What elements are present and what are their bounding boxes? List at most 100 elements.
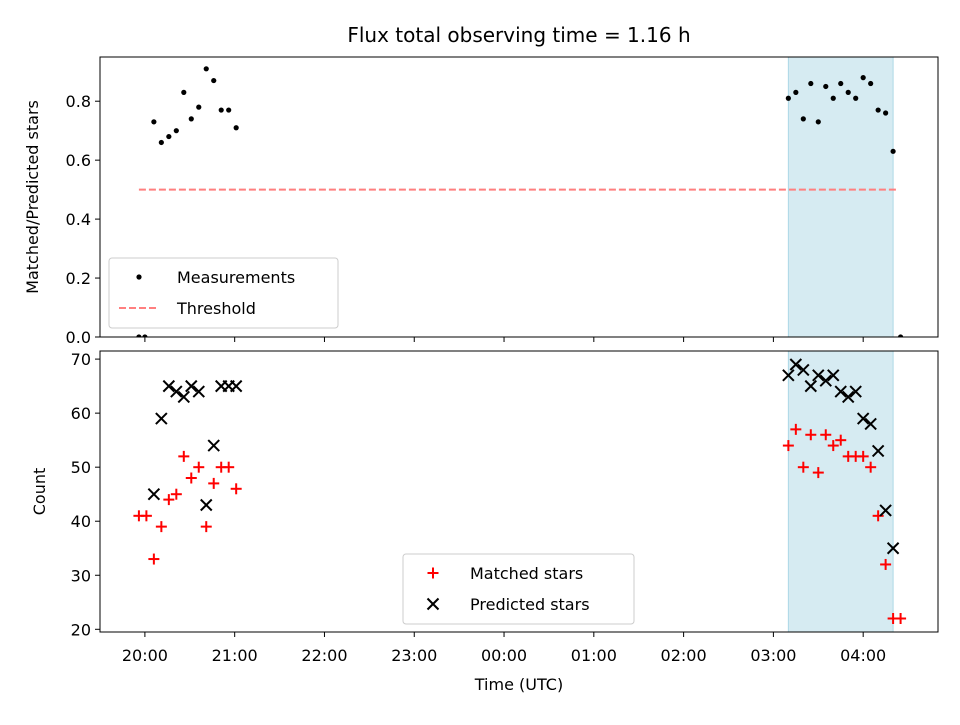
matched-star-point bbox=[230, 483, 242, 495]
y-tick-label: 60 bbox=[71, 404, 91, 423]
measurement-point bbox=[800, 116, 806, 122]
matched-star-point bbox=[827, 440, 839, 452]
measurement-point bbox=[151, 119, 157, 125]
y-axis-label: Matched/Predicted stars bbox=[23, 100, 42, 294]
x-tick-label: 02:00 bbox=[661, 646, 707, 665]
measurement-point bbox=[142, 334, 148, 337]
y-tick-label: 0.8 bbox=[66, 92, 91, 111]
predicted-star-point bbox=[207, 439, 220, 452]
predicted-star-point bbox=[797, 363, 810, 377]
x-axis-label: Time (UTC) bbox=[474, 675, 563, 694]
y-tick-label: 50 bbox=[71, 458, 91, 477]
legend-swatch bbox=[427, 567, 439, 579]
matched-star-point bbox=[872, 510, 884, 522]
measurement-point bbox=[166, 133, 172, 140]
matched-star-point bbox=[895, 612, 907, 624]
top-panel: 0.0 0.2 0.4 0.6 0.8 Matched/Predicted stars Me… bbox=[23, 56, 939, 347]
matched-star-point bbox=[865, 461, 877, 473]
legend-label: Threshold bbox=[176, 299, 256, 318]
measurement-point bbox=[181, 89, 187, 95]
axes-frame bbox=[99, 56, 939, 338]
predicted-star-point bbox=[192, 385, 205, 398]
predicted-star-point bbox=[819, 374, 832, 387]
predicted-star-point bbox=[185, 379, 198, 393]
measurement-point bbox=[815, 119, 821, 125]
predicted-star-point bbox=[229, 379, 243, 393]
measurement-point bbox=[173, 128, 179, 134]
measurement-point bbox=[203, 66, 209, 72]
matched-star-point bbox=[805, 429, 817, 441]
measurement-point bbox=[233, 125, 239, 131]
predicted-star-point bbox=[200, 498, 213, 512]
x-tick-label: 04:00 bbox=[840, 646, 886, 665]
matched-star-point bbox=[163, 494, 175, 506]
predicted-star-point bbox=[170, 385, 183, 398]
predicted-star-point bbox=[842, 390, 855, 404]
axes-frame bbox=[99, 350, 939, 633]
legend-box bbox=[402, 553, 635, 625]
bottom-panel: 20 30 40 50 60 70 20:00 21:00 22:00 23:00 00:00 01:… bbox=[30, 350, 939, 665]
predicted-star-point bbox=[812, 369, 825, 382]
predicted-star-point bbox=[849, 385, 862, 398]
measurement-point bbox=[793, 89, 799, 95]
measurement-point bbox=[785, 95, 791, 101]
legend: Matched stars Predicted stars bbox=[402, 553, 635, 625]
y-tick-label: 30 bbox=[71, 566, 91, 585]
measurement-point bbox=[890, 148, 896, 154]
measurement-point bbox=[868, 80, 874, 87]
measurement-point bbox=[845, 89, 851, 95]
y-tick-label: 0.4 bbox=[66, 210, 91, 229]
predicted-star-point bbox=[155, 412, 168, 425]
predicted-star-point bbox=[871, 444, 885, 458]
matched-star-point bbox=[857, 450, 869, 462]
measurement-point bbox=[897, 334, 904, 337]
matched-star-point bbox=[200, 521, 212, 533]
x-tick-label: 20:00 bbox=[122, 646, 168, 665]
measurement-point bbox=[196, 104, 202, 110]
measurement-point bbox=[218, 107, 224, 113]
predicted-star-point bbox=[804, 379, 818, 393]
measurement-point bbox=[226, 107, 232, 113]
x-tick-label: 00:00 bbox=[481, 646, 527, 665]
measurement-point bbox=[883, 110, 889, 116]
matched-star-point bbox=[140, 510, 152, 522]
predicted-star-point bbox=[162, 379, 176, 393]
predicted-star-point bbox=[856, 412, 870, 425]
matched-star-point bbox=[223, 461, 235, 473]
legend: Measurements Threshold bbox=[108, 257, 339, 329]
measurement-point bbox=[853, 95, 859, 101]
measurement-point bbox=[188, 116, 194, 122]
x-tick-label: 03:00 bbox=[750, 646, 796, 665]
y-tick-label: 0.2 bbox=[66, 269, 91, 288]
predicted-star-point bbox=[782, 369, 795, 382]
matched-star-point bbox=[835, 434, 847, 446]
x-tick-label: 23:00 bbox=[391, 646, 437, 665]
measurement-point bbox=[860, 75, 866, 81]
legend-label: Predicted stars bbox=[470, 595, 590, 614]
plot-area bbox=[136, 66, 904, 337]
legend-swatch bbox=[136, 274, 142, 280]
measurement-point bbox=[830, 95, 836, 101]
matched-star-point bbox=[208, 477, 220, 489]
legend-box bbox=[108, 257, 339, 329]
predicted-star-point bbox=[864, 417, 877, 431]
measurement-point bbox=[136, 334, 142, 337]
legend-swatch bbox=[426, 597, 440, 611]
y-axis-label: Count bbox=[30, 468, 49, 516]
legend-label: Matched stars bbox=[470, 564, 583, 583]
measurement-point bbox=[838, 80, 844, 87]
matched-star-point bbox=[782, 440, 794, 452]
x-tick-label: 01:00 bbox=[571, 646, 617, 665]
matched-star-point bbox=[185, 472, 197, 484]
predicted-star-point bbox=[147, 487, 161, 501]
matched-star-point bbox=[812, 467, 824, 479]
matched-star-point bbox=[170, 488, 182, 500]
x-tick-label: 22:00 bbox=[301, 646, 347, 665]
predicted-star-point bbox=[834, 385, 847, 398]
matched-star-point bbox=[797, 461, 809, 473]
matched-star-point bbox=[178, 450, 190, 462]
matched-star-point bbox=[790, 423, 802, 435]
chart-title: Flux total observing time = 1.16 h bbox=[347, 23, 690, 47]
matched-star-point bbox=[193, 461, 205, 473]
